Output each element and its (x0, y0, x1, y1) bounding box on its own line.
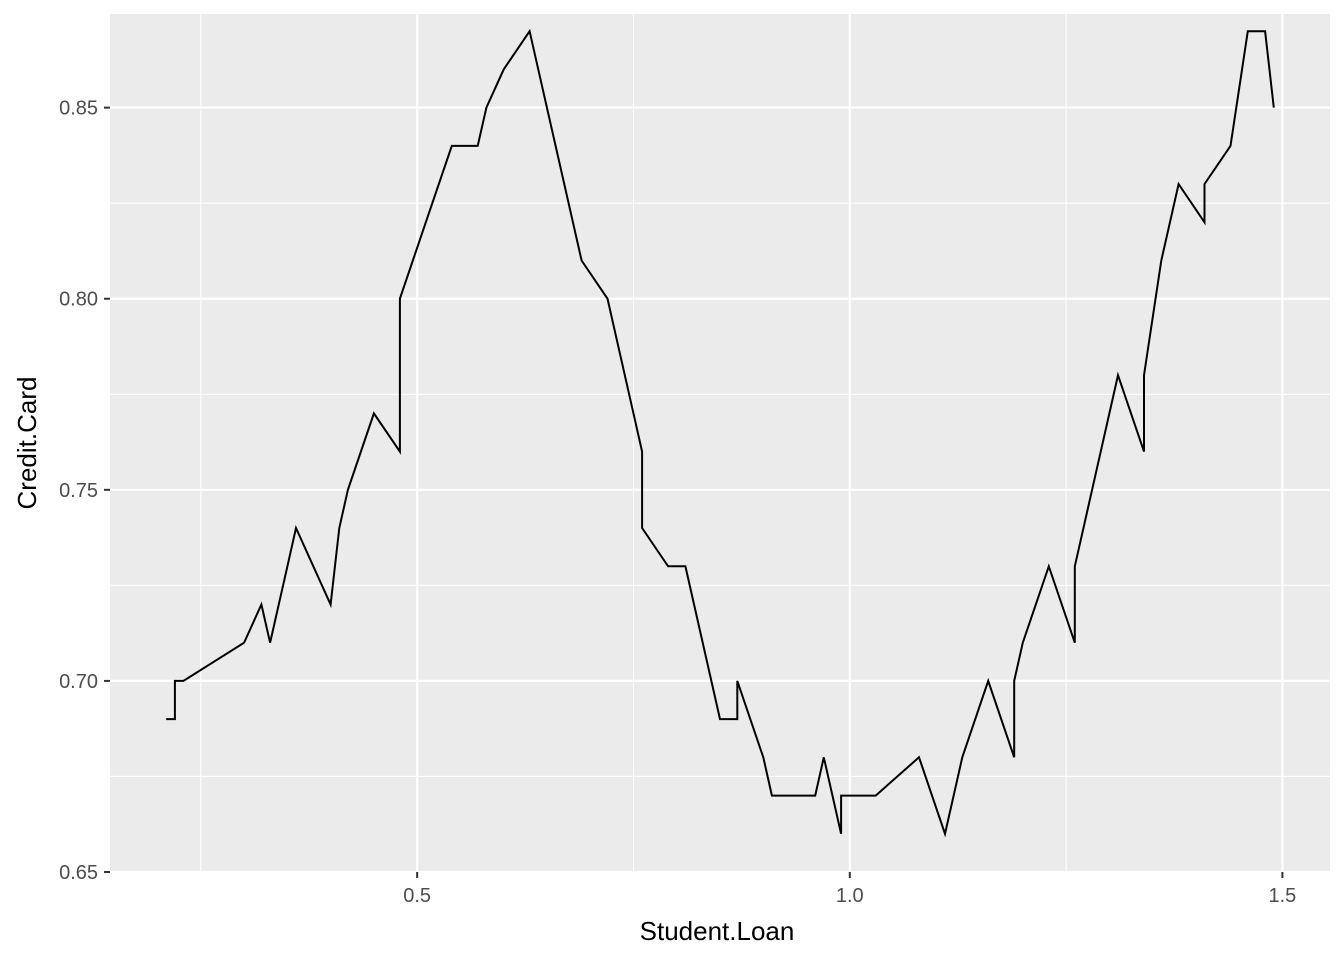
y-tick-label: 0.75 (59, 480, 98, 502)
y-tick-label: 0.70 (59, 671, 98, 693)
y-tick-label: 0.65 (59, 862, 98, 884)
y-tick-label: 0.85 (59, 98, 98, 120)
y-axis-ticks: 0.65 0.70 0.75 0.80 0.85 (59, 98, 110, 884)
major-gridlines (110, 14, 1330, 874)
x-axis-ticks: 0.5 1.0 1.5 (403, 872, 1296, 907)
y-tick-label: 0.80 (59, 289, 98, 311)
minor-gridlines (110, 14, 1330, 872)
x-tick-label: 1.0 (836, 885, 864, 907)
series-line (166, 28, 1275, 838)
plot-panel (110, 14, 1330, 872)
x-axis-title: Student.Loan (640, 916, 795, 946)
x-tick-label: 0.5 (403, 885, 431, 907)
y-axis-title: Credit.Card (12, 377, 42, 510)
x-tick-label: 1.5 (1269, 885, 1297, 907)
